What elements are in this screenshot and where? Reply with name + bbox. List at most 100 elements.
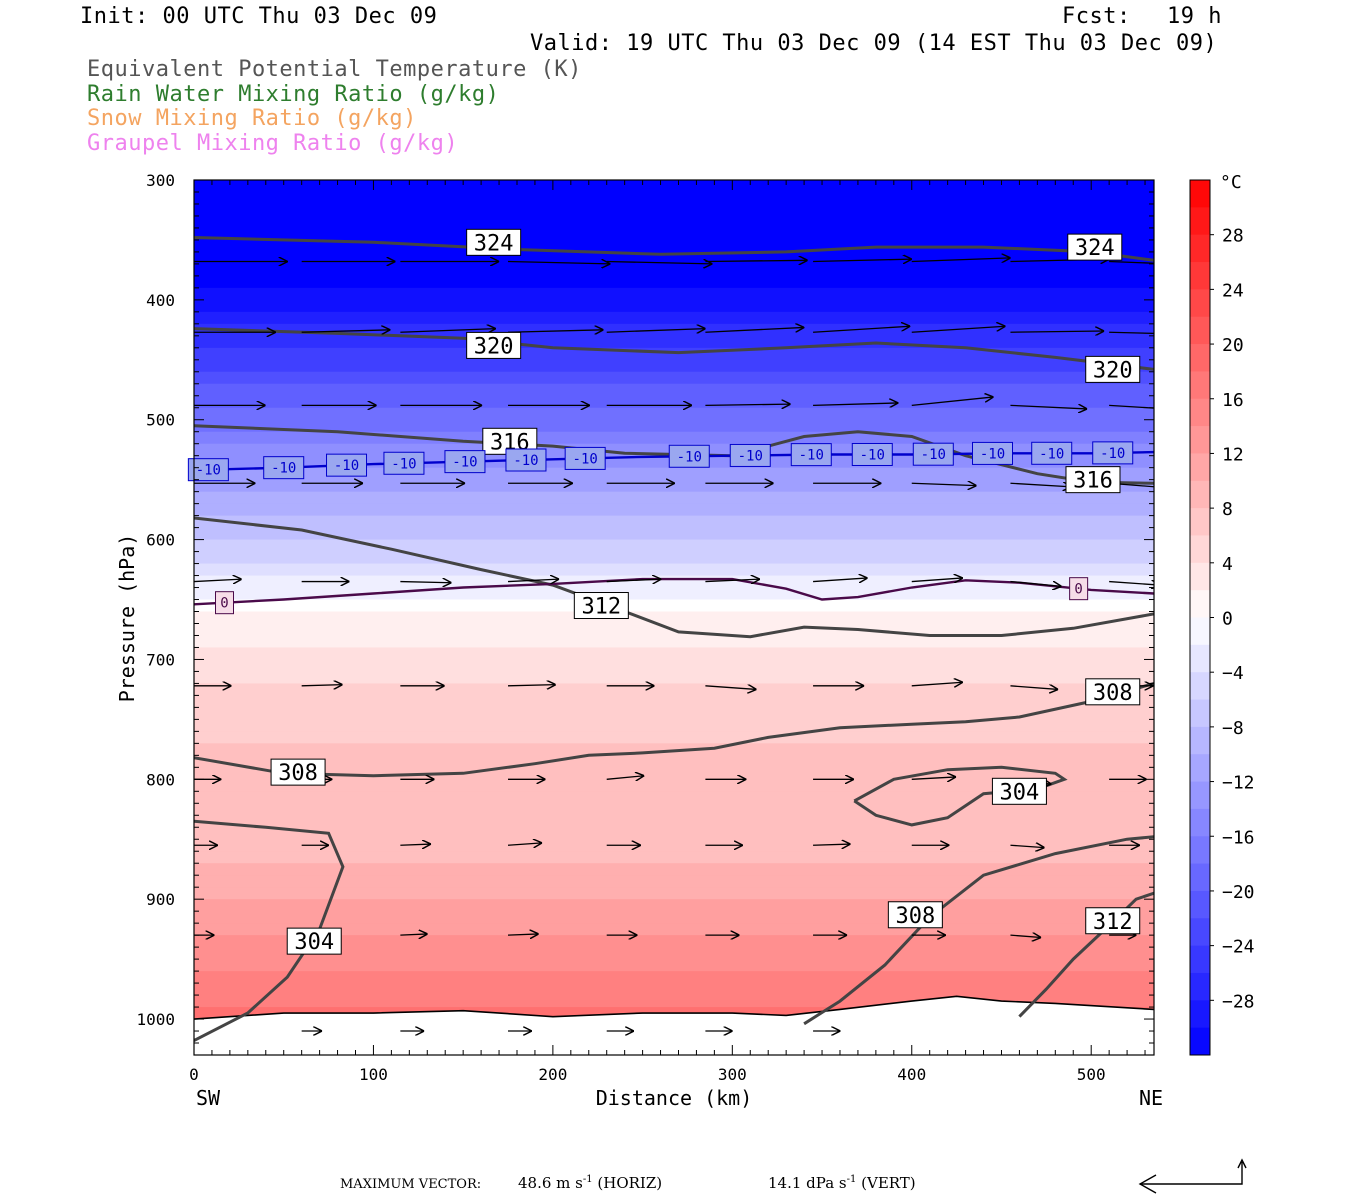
colorbar-swatch <box>1190 699 1210 728</box>
colorbar-swatch <box>1190 672 1210 701</box>
wind-vector <box>705 579 760 581</box>
axes: 300 400 500 600 700 800 900 1000 0 100 200 300 400 50… <box>115 171 1163 1110</box>
temperature-band <box>194 731 1154 744</box>
temperature-band <box>194 371 1154 385</box>
wind-vector <box>911 578 963 582</box>
valid-time: Valid: 19 UTC Thu 03 Dec 09 (14 EST Thu … <box>530 31 1218 56</box>
isotherm-label-box <box>790 443 832 467</box>
temperature-band <box>194 479 1154 493</box>
colorbar-swatch <box>1190 890 1210 919</box>
wind-vector <box>911 258 1011 262</box>
colorbar-swatch <box>1190 781 1210 810</box>
colorbar-tick-label: 24 <box>1222 280 1244 301</box>
y-tick-label: 1000 <box>136 1010 175 1029</box>
isotherm-label-box <box>326 453 368 477</box>
y-tick-label: 700 <box>146 650 175 669</box>
temperature-band <box>194 755 1154 768</box>
colorbar-tick-label: 16 <box>1222 390 1244 411</box>
y-tick-label: 900 <box>146 890 175 909</box>
temperature-field <box>194 180 1154 1055</box>
isotherm-label: -10 <box>860 447 885 463</box>
wind-vector <box>606 776 645 780</box>
isotherm-label: -10 <box>1039 446 1064 462</box>
theta-e-label: 316 <box>1073 469 1113 494</box>
colorbar-unit: °C <box>1220 172 1242 193</box>
temperature-band <box>194 551 1154 565</box>
x-axis-label: Distance (km) <box>596 1086 753 1110</box>
wind-vector <box>1010 580 1061 587</box>
colorbar: 28 24 20 16 12 8 4 0 −4 −8 −12 −16 −20 −24 −28 °C <box>1189 172 1255 1056</box>
wind-vector <box>606 329 706 333</box>
isotherm-label-box <box>668 444 710 468</box>
isotherm-label: 0 <box>220 596 228 612</box>
colorbar-swatch <box>1190 836 1210 865</box>
colorbar-tick-label: −28 <box>1222 991 1255 1012</box>
theta-e-label: 308 <box>895 904 935 929</box>
colorbar-tick-label: 20 <box>1222 335 1244 356</box>
colorbar-swatch <box>1190 480 1210 509</box>
max-vector-text: MAXIMUM VECTOR: <box>340 1177 482 1192</box>
temperature-band <box>194 467 1154 481</box>
wind-vector <box>911 483 977 485</box>
temperature-band <box>194 527 1154 541</box>
wind-vector <box>606 579 662 581</box>
isotherm-label-box <box>215 591 235 615</box>
temperature-band <box>194 395 1154 409</box>
wind-vector <box>911 682 963 686</box>
temperature-band <box>194 491 1154 505</box>
temperature-band <box>194 635 1154 649</box>
horiz-tail: (HORIZ) <box>597 1174 663 1192</box>
theta-e-label-box <box>1065 466 1121 494</box>
isotherm-label: -10 <box>677 449 702 465</box>
temperature-band <box>194 875 1154 888</box>
wind-vector <box>508 330 603 332</box>
fcst-value: 19 h <box>1167 4 1222 29</box>
temperature-band <box>194 719 1154 732</box>
temperature-band <box>194 611 1154 625</box>
wind-vector <box>1010 686 1058 690</box>
isotherm-label: -10 <box>921 447 946 463</box>
temperature-band <box>194 683 1154 697</box>
temperature-band <box>194 419 1154 433</box>
theta-e-label-box <box>991 777 1047 805</box>
wind-vector <box>508 262 610 264</box>
colorbar-swatch <box>1190 207 1210 236</box>
temperature-band <box>194 180 1154 193</box>
wind-vector <box>606 262 713 264</box>
colorbar-tick-label: 12 <box>1222 444 1244 465</box>
temperature-band <box>194 935 1154 948</box>
colorbar-tick-label: −16 <box>1222 827 1255 848</box>
theta-e-label-box <box>1085 907 1141 935</box>
theta-e-label-box <box>466 228 522 256</box>
colorbar-swatch <box>1190 918 1210 947</box>
colorbar-swatch <box>1190 590 1210 618</box>
y-tick-label: 600 <box>146 531 175 550</box>
colorbar-swatch <box>1190 262 1210 290</box>
temperature-band <box>194 791 1154 804</box>
wind-vector <box>507 843 542 845</box>
temperature-band <box>194 503 1154 517</box>
y-tick-label: 300 <box>146 171 175 190</box>
temperature-band <box>194 803 1154 816</box>
colorbar-swatch <box>1190 863 1210 892</box>
horiz-exp: -1 <box>582 1174 593 1185</box>
x-right-end-label: NE <box>1139 1086 1163 1110</box>
wind-vector <box>813 578 868 582</box>
isotherm-0 <box>194 577 1154 606</box>
colorbar-swatch <box>1190 945 1210 974</box>
isotherm-label: -10 <box>1100 446 1125 462</box>
temperature-band <box>194 827 1154 840</box>
legend-snow: Snow Mixing Ratio (g/kg) <box>87 106 417 131</box>
colorbar-swatch <box>1190 754 1210 783</box>
colorbar-swatch <box>1190 371 1210 400</box>
max-vector-vert: 14.1 dPa s-1 (VERT) <box>768 1174 916 1192</box>
isotherm-label-box <box>729 443 771 467</box>
temperature-band <box>194 347 1154 361</box>
wind-vector <box>400 329 495 333</box>
wind-vector <box>301 685 343 686</box>
wind-vector <box>1010 331 1104 332</box>
vert-exp: -1 <box>846 1174 857 1185</box>
y-tick-label: 400 <box>146 291 175 310</box>
